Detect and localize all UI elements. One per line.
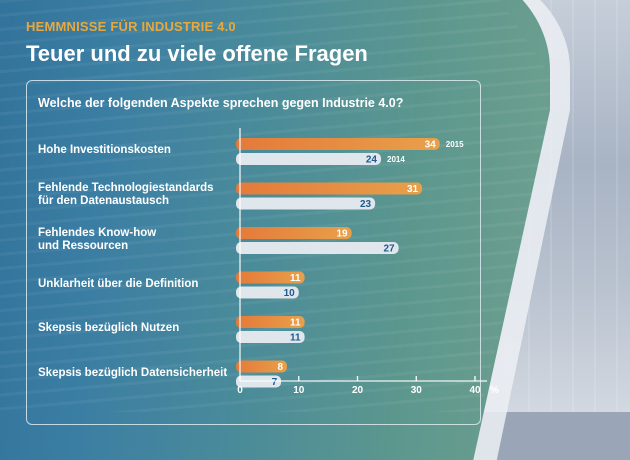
category-label-line: Skepsis bezüglich Datensicherheit xyxy=(38,366,228,379)
kicker-heading: HEMMNISSE FÜR INDUSTRIE 4.0 xyxy=(26,19,236,34)
bar-2014 xyxy=(236,286,299,299)
bar-value-label: 7 xyxy=(272,377,278,388)
bar-value-label: 27 xyxy=(384,244,396,255)
category-label-line: Unklarheit über die Definition xyxy=(38,277,199,290)
category-label-line: Hohe Investitionskosten xyxy=(38,144,171,156)
bar-value-label: 19 xyxy=(337,229,349,240)
bar-value-label: 10 xyxy=(284,288,296,299)
category-label: Skepsis bezüglich Datensicherheit xyxy=(38,367,227,380)
category-label-line: Fehlendes Know-how xyxy=(38,226,157,239)
bar-2014 xyxy=(236,331,305,343)
bar-2014 xyxy=(236,153,381,165)
x-axis-unit: % xyxy=(490,385,499,396)
category-label-line: für den Datenaustausch xyxy=(38,195,169,207)
x-tick-label: 20 xyxy=(352,385,364,396)
bar-value-label: 34 xyxy=(425,140,437,151)
x-tick-label: 10 xyxy=(293,385,305,396)
bar-value-label: 24 xyxy=(366,155,378,166)
bar-value-label: 23 xyxy=(360,199,372,210)
bar-value-label: 11 xyxy=(290,273,301,284)
category-label: Fehlende Technologiestandards für den Dat… xyxy=(38,182,214,208)
category-label-line: Skepsis bezüglich Nutzen xyxy=(38,322,180,334)
bar-2015 xyxy=(236,182,423,195)
category-label: Hohe Investitionskosten xyxy=(38,144,171,157)
x-tick-label: 40 xyxy=(469,385,481,396)
bar-2015 xyxy=(236,138,440,150)
chart-title: Welche der folgenden Aspekte sprechen ge… xyxy=(38,96,404,110)
bar-value-label: 31 xyxy=(407,184,419,195)
category-label-line: Fehlende Technologiestandards xyxy=(38,182,214,194)
bar-2015 xyxy=(236,316,305,328)
category-label: Fehlendes Know-how und Ressourcen xyxy=(38,227,156,253)
category-label: Skepsis bezüglich Nutzen xyxy=(38,322,179,335)
legend-label-2015: 2015 xyxy=(446,140,464,149)
category-label: Unklarheit über die Definition xyxy=(38,278,198,291)
x-tick-label: 0 xyxy=(237,385,243,396)
bar-value-label: 11 xyxy=(290,333,301,344)
bar-value-label: 8 xyxy=(277,362,283,373)
bar-2014 xyxy=(236,242,399,254)
x-axis: 0 10 20 30 40% xyxy=(237,128,499,396)
bar-value-label: 11 xyxy=(290,318,301,329)
bars-group: 34 2015 24 2014 31 23 19 27 11 10 11 11 8 7 xyxy=(236,138,464,388)
legend-label-2014: 2014 xyxy=(387,155,405,164)
bar-chart: 34 2015 24 2014 31 23 19 27 11 10 11 11 8 7 0 10 20 30 40… xyxy=(236,128,499,396)
category-label-line: und Ressourcen xyxy=(38,239,129,252)
bar-2015 xyxy=(236,360,287,373)
bar-2015 xyxy=(236,271,305,284)
bar-2014 xyxy=(236,197,376,210)
bar-2015 xyxy=(236,227,352,239)
x-tick-label: 30 xyxy=(411,385,423,396)
page-title: Teuer und zu viele offene Fragen xyxy=(26,41,368,66)
